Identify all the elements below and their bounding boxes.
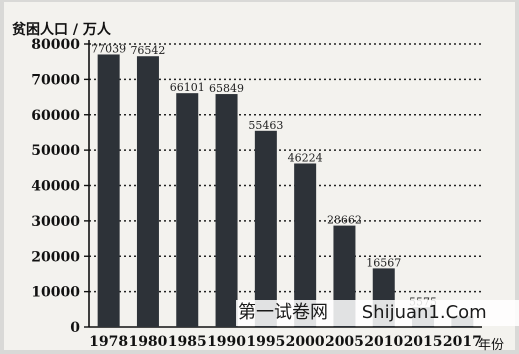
data-label-2010: 16567 (366, 256, 401, 269)
bar-1985 (176, 93, 199, 327)
x-tick-label: 1978 (89, 334, 128, 350)
data-label-1978: 77039 (91, 42, 126, 55)
bar-1990 (215, 94, 238, 327)
watermark-logo-text: 第一试卷网 (238, 302, 328, 323)
bar-1995 (254, 130, 277, 327)
watermark-banner: 第一试卷网 Shijuan1.Com (236, 300, 519, 326)
y-tick-label: 10000 (31, 285, 80, 301)
y-tick-label: 20000 (31, 249, 80, 265)
y-tick-label: 50000 (31, 143, 80, 159)
y-tick-label: 60000 (31, 108, 80, 124)
x-tick-label: 1985 (168, 334, 207, 350)
x-tick-label: 1980 (128, 334, 167, 350)
x-tick-label: 2010 (364, 334, 403, 350)
watermark-site-text: Shijuan1.Com (361, 302, 487, 323)
x-tick-label: 2017 (443, 334, 482, 350)
y-tick-label: 40000 (31, 179, 80, 195)
x-axis-label: 年份 (478, 338, 504, 353)
y-tick-label: 30000 (31, 214, 80, 230)
y-axis-label: 贫困人口 / 万人 (12, 21, 112, 38)
y-tick-label: 80000 (31, 37, 80, 53)
data-label-2000: 46224 (288, 151, 323, 164)
x-tick-label: 1995 (246, 334, 285, 350)
data-label-1980: 76542 (130, 44, 165, 57)
x-tick-label: 2015 (404, 334, 443, 350)
data-label-1995: 55463 (248, 119, 283, 132)
y-tick-label: 70000 (31, 72, 80, 88)
x-tick-label: 1990 (207, 334, 246, 350)
bar-1980 (136, 56, 159, 328)
x-tick-label: 2000 (286, 334, 325, 350)
y-tick-label: 0 (70, 320, 80, 336)
data-label-2005: 28662 (327, 214, 362, 227)
data-label-1985: 66101 (170, 81, 205, 94)
bar-2000 (294, 163, 317, 327)
data-label-1990: 65849 (209, 82, 244, 95)
x-tick-label: 2005 (325, 334, 364, 350)
bar-1978 (97, 54, 120, 327)
